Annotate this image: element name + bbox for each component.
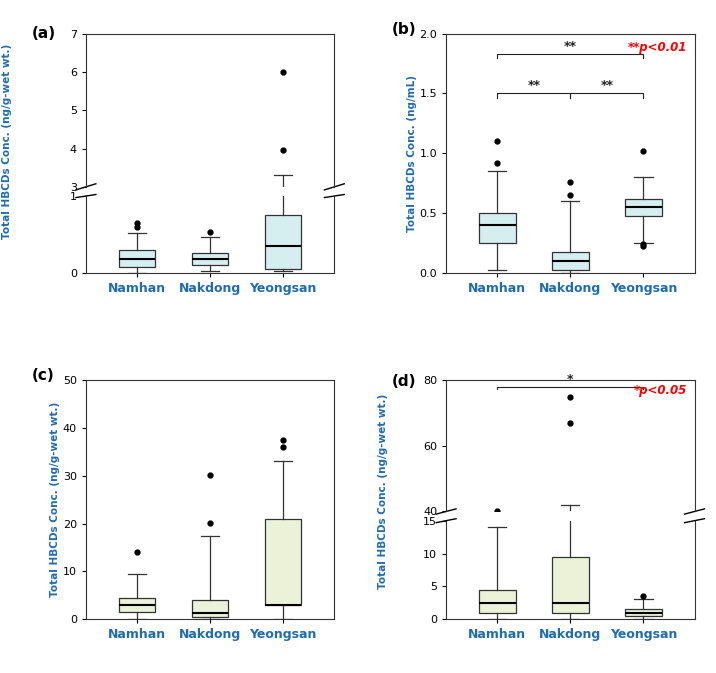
Text: Total HBCDs Conc. (ng/g-wet wt.): Total HBCDs Conc. (ng/g-wet wt.) [378,394,388,589]
Text: (d): (d) [392,374,416,388]
PathPatch shape [192,254,228,265]
PathPatch shape [625,609,662,616]
Text: (a): (a) [32,26,55,41]
Text: **: ** [600,79,614,92]
Text: *p<0.05: *p<0.05 [634,384,687,397]
PathPatch shape [552,612,589,639]
Text: **: ** [527,79,541,92]
PathPatch shape [192,600,228,616]
Text: (c): (c) [32,368,54,383]
PathPatch shape [479,213,516,243]
PathPatch shape [479,590,516,612]
PathPatch shape [265,273,301,300]
PathPatch shape [625,638,662,641]
PathPatch shape [479,628,516,639]
Text: *: * [567,373,574,386]
PathPatch shape [192,292,228,298]
PathPatch shape [265,519,301,605]
PathPatch shape [625,199,662,217]
PathPatch shape [552,557,589,612]
Text: Total HBCDs Conc. (ng/g-wet wt.): Total HBCDs Conc. (ng/g-wet wt.) [2,44,12,239]
Y-axis label: Total HBCDs Conc. (ng/g-wet wt.): Total HBCDs Conc. (ng/g-wet wt.) [50,402,60,598]
Text: **p<0.01: **p<0.01 [628,41,687,54]
PathPatch shape [119,598,155,612]
Text: **: ** [563,40,577,52]
Text: (b): (b) [392,22,416,37]
PathPatch shape [119,290,155,299]
PathPatch shape [119,250,155,267]
PathPatch shape [552,252,589,271]
PathPatch shape [265,215,301,269]
Y-axis label: Total HBCDs Conc. (ng/mL): Total HBCDs Conc. (ng/mL) [407,75,417,232]
